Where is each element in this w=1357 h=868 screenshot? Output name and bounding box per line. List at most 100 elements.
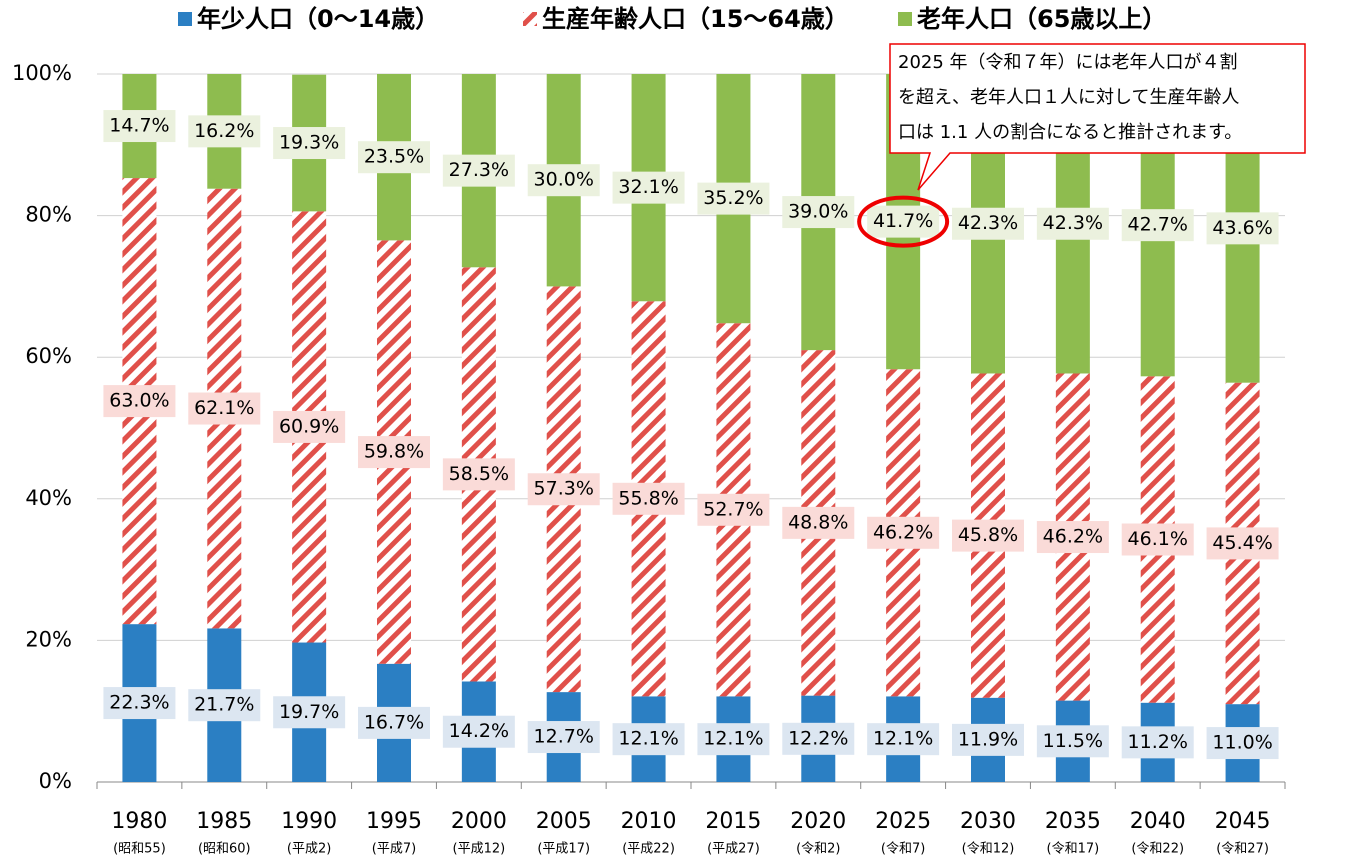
value-label-box [1121, 523, 1194, 556]
x-tick-note: (令和27) [1216, 842, 1269, 857]
value-label: 23.5% [364, 146, 424, 168]
y-tick-label: 40% [25, 486, 72, 510]
x-tick-note: (令和12) [962, 842, 1015, 857]
value-label-box [188, 392, 261, 425]
value-label: 43.6% [1212, 217, 1272, 239]
value-label: 62.1% [194, 397, 254, 419]
x-tick-label: 2025 [875, 809, 931, 834]
value-label: 55.8% [618, 487, 678, 509]
value-label: 42.7% [1128, 214, 1188, 236]
value-label-box [527, 164, 600, 197]
value-label-box [1121, 209, 1194, 242]
x-tick-note: (平成17) [537, 842, 590, 857]
legend-marker [898, 12, 912, 26]
x-tick-label: 1980 [111, 809, 167, 834]
value-label: 30.0% [534, 169, 594, 191]
x-tick-label: 1995 [366, 809, 422, 834]
value-label: 42.3% [1043, 212, 1103, 234]
x-tick-note: (昭和60) [198, 842, 251, 857]
x-tick-label: 2030 [960, 809, 1016, 834]
x-tick-label: 1985 [196, 809, 252, 834]
value-label: 19.7% [279, 701, 339, 723]
value-label: 45.4% [1212, 532, 1272, 554]
value-label: 12.2% [788, 727, 848, 749]
x-tick-label: 2040 [1130, 809, 1186, 834]
value-label-box [952, 723, 1024, 756]
value-label: 16.2% [194, 120, 254, 142]
x-tick-note: (令和2) [796, 842, 840, 857]
legend-marker [523, 12, 537, 26]
x-tick-note: (平成2) [287, 842, 331, 857]
value-label: 46.2% [1043, 526, 1103, 548]
value-label: 35.2% [703, 187, 763, 209]
y-tick-label: 80% [25, 203, 72, 227]
value-label-box [358, 141, 430, 174]
callout-box [889, 43, 1306, 191]
value-label-box [527, 473, 600, 506]
value-label-box [442, 458, 515, 491]
value-label-box [273, 410, 346, 443]
value-label: 63.0% [109, 390, 169, 412]
value-label: 59.8% [364, 441, 424, 463]
value-label: 39.0% [788, 201, 848, 223]
value-label-box [1206, 727, 1279, 760]
value-label-box [782, 722, 855, 755]
value-label-box [697, 182, 770, 215]
value-label: 57.3% [534, 478, 594, 500]
x-tick-note: (令和22) [1131, 842, 1184, 857]
value-label-box [867, 723, 940, 756]
value-label-box [442, 715, 515, 748]
value-label-box [782, 196, 855, 229]
highlight-circle [857, 195, 950, 248]
y-tick-label: 100% [12, 61, 72, 85]
legend-label: 生産年齢人口（15〜64歳） [542, 5, 849, 33]
value-label: 45.8% [958, 524, 1018, 546]
value-label-box [273, 696, 346, 729]
value-label-box [188, 115, 261, 148]
x-tick-label: 2005 [536, 809, 592, 834]
x-tick-label: 2000 [451, 809, 507, 834]
value-label-box [358, 436, 430, 469]
value-label-box [782, 506, 855, 539]
value-label-box [1206, 212, 1279, 245]
value-label: 46.2% [873, 521, 933, 543]
value-label: 14.2% [449, 720, 509, 742]
value-label: 12.1% [873, 728, 933, 750]
x-tick-note: (令和7) [881, 842, 925, 857]
value-label-box [273, 127, 346, 160]
value-label: 11.2% [1128, 731, 1188, 753]
value-label-box [867, 516, 940, 549]
x-tick-note: (昭和55) [113, 842, 166, 857]
value-label-box [952, 207, 1024, 240]
x-tick-label: 1990 [281, 809, 337, 834]
value-label: 16.7% [364, 711, 424, 733]
value-label: 14.7% [109, 115, 169, 137]
value-label: 11.0% [1212, 732, 1272, 754]
x-tick-label: 2045 [1215, 809, 1271, 834]
y-tick-label: 0% [39, 769, 72, 793]
y-tick-label: 20% [25, 627, 72, 651]
value-label: 48.8% [788, 511, 848, 533]
value-label-box [1036, 725, 1109, 758]
value-label: 58.5% [449, 463, 509, 485]
legend-label: 老年人口（65歳以上） [917, 5, 1166, 33]
value-label-box [867, 205, 940, 238]
x-tick-note: (平成7) [372, 842, 416, 857]
value-label: 32.1% [618, 176, 678, 198]
value-label-box [612, 171, 685, 204]
value-label: 11.9% [958, 728, 1018, 750]
value-label-box [103, 110, 176, 143]
value-label: 60.9% [279, 415, 339, 437]
value-label-box [103, 385, 176, 418]
x-tick-note: (平成22) [622, 842, 675, 857]
value-label: 46.1% [1128, 528, 1188, 550]
value-label-box [527, 721, 600, 754]
value-label: 21.7% [194, 694, 254, 716]
x-tick-label: 2035 [1045, 809, 1101, 834]
value-label-box [188, 689, 261, 722]
value-label-box [442, 154, 515, 187]
value-label: 42.3% [958, 212, 1018, 234]
value-label-box [1036, 521, 1109, 554]
x-tick-label: 2015 [705, 809, 761, 834]
